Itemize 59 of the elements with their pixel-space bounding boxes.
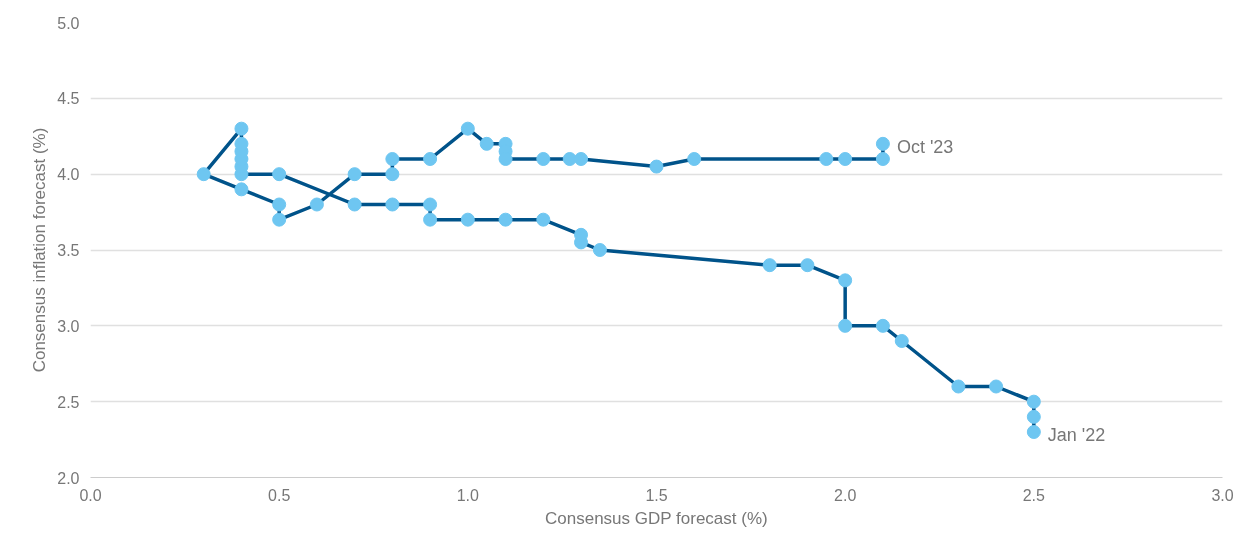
y-tick-label: 4.5 — [57, 90, 80, 108]
point — [234, 182, 249, 197]
point — [309, 197, 324, 212]
point — [762, 258, 777, 273]
x-tick-label: 0.5 — [268, 486, 291, 504]
x-tick-label: 1.5 — [645, 486, 668, 504]
point — [574, 152, 589, 166]
point — [1026, 394, 1041, 409]
point — [536, 212, 551, 227]
point — [875, 136, 890, 151]
annotation: Jan '22 — [1047, 425, 1106, 445]
point — [989, 379, 1004, 394]
point — [423, 152, 438, 166]
x-axis-title: Consensus GDP forecast (%) — [545, 508, 768, 528]
point — [423, 197, 438, 212]
point — [234, 121, 249, 136]
point — [875, 318, 890, 333]
point — [838, 318, 853, 333]
point — [838, 152, 853, 166]
x-tick-label: 0.0 — [79, 486, 102, 504]
point — [1026, 409, 1041, 424]
x-tick-label: 2.5 — [1022, 486, 1046, 504]
y-tick-label: 4.0 — [57, 166, 80, 184]
point — [498, 212, 513, 227]
point — [562, 152, 577, 166]
point — [875, 152, 890, 166]
point — [479, 136, 494, 151]
point — [347, 197, 362, 212]
point — [385, 152, 400, 166]
y-tick-label: 3.0 — [57, 317, 80, 335]
y-tick-label: 2.0 — [57, 469, 80, 487]
x-tick-label: 1.0 — [456, 486, 480, 504]
point — [894, 334, 909, 348]
point — [272, 197, 287, 212]
point — [819, 152, 834, 166]
y-tick-label: 5.0 — [57, 14, 80, 32]
x-tick-label: 3.0 — [1211, 486, 1234, 504]
annotation: Oct '23 — [896, 136, 954, 157]
point — [649, 159, 664, 174]
y-tick-label: 2.5 — [57, 393, 80, 411]
point — [536, 152, 551, 166]
point — [272, 212, 287, 227]
point — [460, 121, 475, 136]
point — [385, 167, 400, 182]
point — [592, 243, 607, 257]
point — [196, 167, 211, 182]
x-tick-label: 2.0 — [834, 486, 857, 504]
point — [272, 167, 287, 182]
point — [800, 258, 815, 273]
y-tick-label: 3.5 — [57, 242, 80, 259]
point — [1026, 425, 1041, 439]
point — [385, 197, 400, 212]
point — [951, 379, 966, 394]
point — [423, 212, 438, 227]
y-axis-title: Consensus inflation forecast (%) — [30, 127, 50, 373]
point — [460, 212, 475, 227]
point — [838, 273, 853, 288]
point — [347, 167, 362, 182]
point — [687, 152, 702, 166]
